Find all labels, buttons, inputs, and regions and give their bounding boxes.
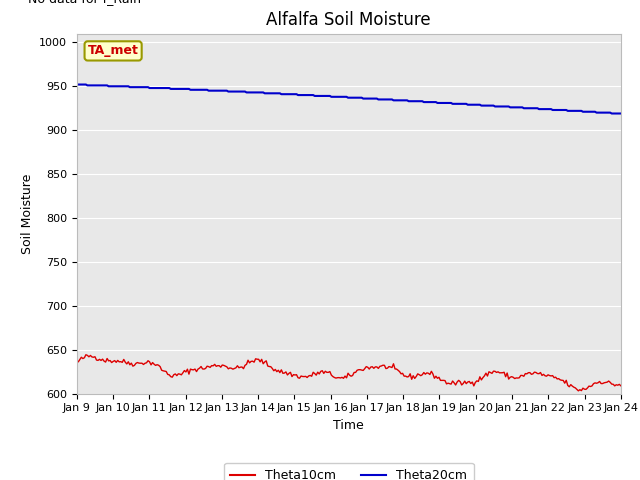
Theta10cm (82, 352, 90, 358)
Theta10cm (255, 357, 262, 362)
Theta10cm (617, 383, 625, 389)
Theta20cm (140, 84, 147, 90)
Theta20cm (235, 89, 243, 95)
Line: Theta20cm: Theta20cm (77, 84, 621, 113)
Text: TA_met: TA_met (88, 44, 138, 58)
Theta10cm (141, 360, 149, 366)
Title: Alfalfa Soil Moisture: Alfalfa Soil Moisture (266, 11, 431, 29)
Theta20cm (262, 90, 270, 96)
Theta10cm (73, 360, 81, 365)
Y-axis label: Soil Moisture: Soil Moisture (20, 173, 33, 254)
Theta20cm (587, 109, 595, 115)
Theta20cm (311, 93, 319, 99)
Theta10cm (264, 363, 271, 369)
Theta20cm (617, 110, 625, 116)
Theta10cm (312, 372, 320, 378)
Theta10cm (589, 381, 597, 386)
Legend: Theta10cm, Theta20cm: Theta10cm, Theta20cm (224, 463, 474, 480)
X-axis label: Time: Time (333, 419, 364, 432)
Theta20cm (608, 110, 616, 116)
Line: Theta10cm: Theta10cm (77, 355, 621, 391)
Text: No data for f_Rain: No data for f_Rain (28, 0, 141, 5)
Theta20cm (73, 82, 81, 87)
Theta10cm (575, 388, 582, 394)
Theta10cm (237, 364, 244, 370)
Theta20cm (253, 90, 261, 96)
